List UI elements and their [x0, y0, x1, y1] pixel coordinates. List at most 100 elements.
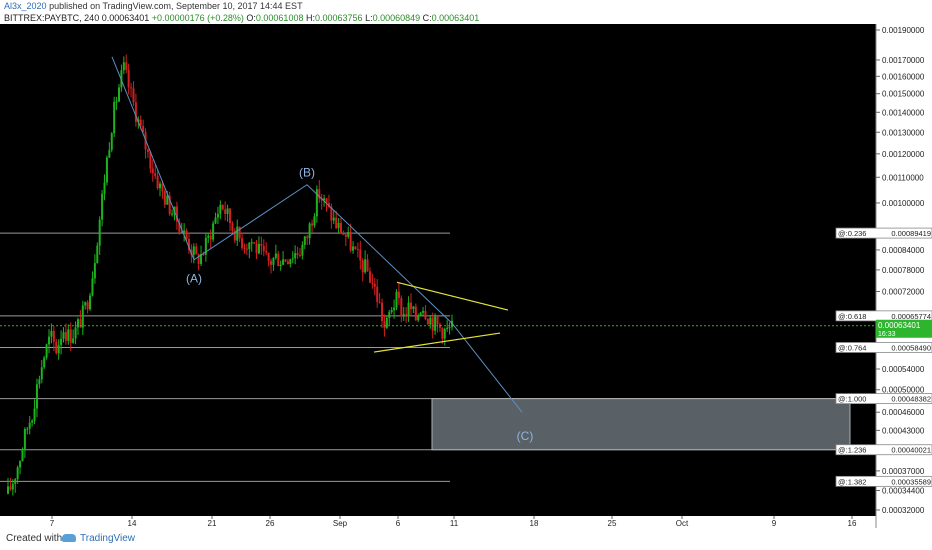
price-change: +0.00000176 (+0.28%): [151, 13, 244, 23]
y-tick-label: 0.00190000: [882, 26, 925, 35]
candle-body: [352, 246, 355, 251]
x-tick-label: 7: [50, 519, 55, 528]
candle-body: [277, 253, 280, 267]
price-chart[interactable]: (A) (B) (C) 0.00190000 0.00170000 0.00160000…: [0, 24, 932, 528]
footer-bar: Created with TradingView: [0, 528, 932, 550]
tradingview-link[interactable]: TradingView: [62, 533, 135, 544]
candle-body: [173, 206, 176, 214]
candle-body: [57, 345, 60, 354]
candle-body: [187, 238, 190, 250]
fib-label-group: @:0.764 0.00058490: [835, 342, 932, 353]
y-tick-label: 0.00170000: [882, 56, 925, 65]
fib-label-group: @:1.382 0.00035589: [835, 475, 932, 487]
candle-body: [325, 198, 328, 203]
candle-body: [229, 208, 231, 224]
candle-body: [253, 242, 256, 244]
candle-body: [412, 306, 415, 310]
candle-body: [272, 257, 275, 265]
chart-header: Al3x_2020 published on TradingView.com, …: [0, 0, 932, 24]
fib-label-value: 0.00058490: [891, 343, 931, 352]
publish-info: Al3x_2020 published on TradingView.com, …: [4, 1, 303, 12]
y-tick-label: 0.00150000: [882, 90, 925, 99]
x-tick-label: 14: [128, 519, 137, 528]
candle-body: [364, 259, 367, 273]
fib-label-box: [835, 342, 932, 353]
candle-body: [139, 119, 142, 126]
fib-label-ratio: @:1.236: [838, 446, 866, 455]
candle-body: [132, 88, 135, 103]
candle-body: [424, 310, 427, 320]
candle-body: [267, 252, 270, 261]
candle-body: [52, 331, 55, 342]
time-axis[interactable]: [0, 516, 876, 528]
candle-body: [7, 486, 9, 494]
candle-body: [11, 483, 14, 490]
price-axis[interactable]: [876, 24, 932, 516]
candle-body: [245, 248, 248, 250]
candle-body: [366, 259, 369, 272]
candle-body: [60, 338, 63, 346]
candle-body: [118, 87, 120, 102]
candle-body: [72, 338, 75, 343]
high-label: H:: [305, 13, 315, 23]
candle-body: [361, 260, 364, 273]
candle-body: [156, 176, 159, 189]
candle-body: [241, 238, 244, 248]
candle-body: [159, 183, 162, 189]
current-price-value: 0.00063401: [878, 321, 921, 330]
candle-body: [257, 243, 260, 254]
tradingview-brand: TradingView: [80, 533, 136, 544]
y-tick-label: 0.00050000: [882, 386, 925, 395]
candle-body: [393, 307, 396, 311]
candle-body: [407, 302, 410, 317]
candle-body: [50, 331, 53, 337]
candle-body: [134, 102, 137, 122]
fib-label-group: @:0.236 0.00089419: [835, 227, 932, 239]
candle-body: [175, 206, 178, 222]
candle-body: [260, 243, 263, 246]
candle-body: [216, 213, 219, 218]
candle-body: [422, 310, 425, 313]
candle-body: [142, 125, 145, 133]
tradingview-logo-icon: [62, 534, 76, 543]
candle-body: [429, 317, 432, 325]
wave-label-0: (A): [186, 271, 202, 285]
x-tick-label: 26: [266, 519, 275, 528]
candle-body: [298, 254, 301, 256]
wave-label-2: (C): [517, 429, 534, 443]
fib-label-value: 0.00040021: [891, 446, 931, 455]
candle-body: [163, 191, 166, 205]
x-tick-label: 9: [772, 519, 777, 528]
candle-body: [115, 101, 118, 103]
fib-label-value: 0.00035589: [891, 477, 931, 486]
triangle-upper-line: [396, 281, 509, 311]
y-tick-label: 0.00110000: [882, 173, 924, 182]
candle-body: [183, 230, 186, 233]
created-with-text: Created with: [6, 533, 63, 544]
candle-body: [16, 467, 19, 480]
author-link[interactable]: Al3x_2020: [4, 1, 47, 11]
candle-body: [161, 183, 164, 192]
candle-body: [69, 329, 72, 343]
y-tick-label: 0.00046000: [882, 408, 925, 417]
candle-body: [23, 429, 26, 451]
candle-body: [108, 149, 111, 158]
ohlc-info: BITTREX:PAYBTC, 240 0.00063401 +0.000001…: [4, 13, 479, 24]
candle-body: [178, 221, 181, 234]
candle-body: [376, 286, 379, 302]
candle-body: [67, 329, 70, 341]
chart-canvas[interactable]: (A) (B) (C) 0.00190000 0.00170000 0.00160000…: [0, 24, 932, 528]
fib-label-group: @:0.618 0.00065774: [835, 310, 932, 322]
symbol-label: BITTREX:PAYBTC, 240: [4, 13, 100, 23]
candle-body: [231, 223, 234, 231]
candle-body: [385, 317, 388, 328]
candle-body: [122, 62, 125, 71]
candle-body: [354, 246, 357, 250]
candle-body: [262, 245, 265, 252]
candle-body: [233, 230, 236, 241]
candle-body: [438, 324, 441, 328]
close-label: C:: [422, 13, 432, 23]
candle-body: [332, 217, 335, 221]
candle-body: [340, 222, 342, 234]
low-label: L:: [365, 13, 373, 23]
